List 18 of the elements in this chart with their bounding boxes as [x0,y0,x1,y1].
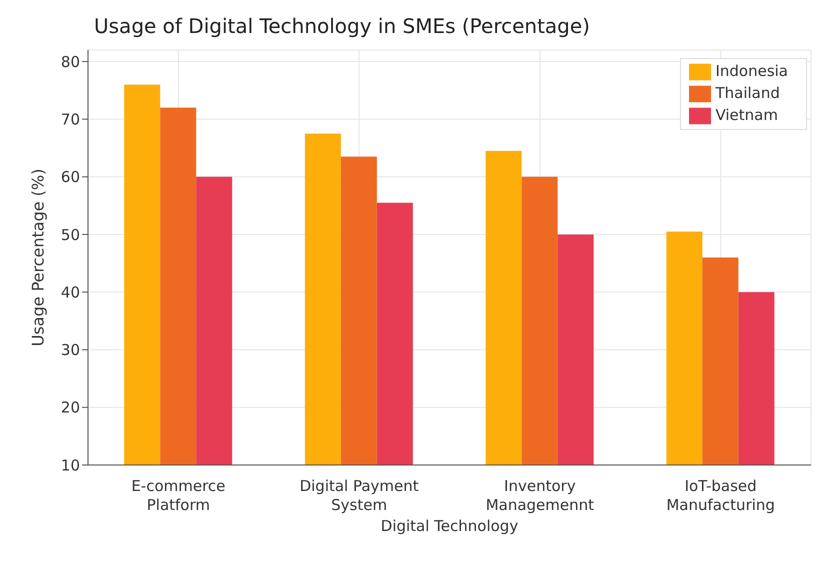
y-tick-label: 50 [60,226,80,244]
x-tick-label: E-commerce Platform [131,477,226,514]
x-tick-label: Digital Payment System [300,477,419,514]
y-tick-label: 10 [60,456,80,474]
y-tick-label: 80 [60,52,80,71]
y-tick-label: 20 [60,398,80,417]
y-tick-label: 60 [60,168,80,186]
y-tick-label: 30 [60,341,80,360]
y-tick-label: 70 [60,110,80,128]
legend-label: Thailand [715,84,780,102]
x-tick-label: IoT-based Manufacturing [666,477,775,514]
y-tick-label: 40 [60,283,80,302]
chart-title: Usage of Digital Technology in SMEs (Percentage) [94,14,590,38]
legend-label: Indonesia [715,62,788,80]
x-tick-label: Inventory Managemennt [486,477,594,514]
x-axis-title: Digital Technology [380,517,518,535]
y-axis-title: Usage Percentage (%) [28,168,48,346]
legend-label: Vietnam [715,106,778,124]
